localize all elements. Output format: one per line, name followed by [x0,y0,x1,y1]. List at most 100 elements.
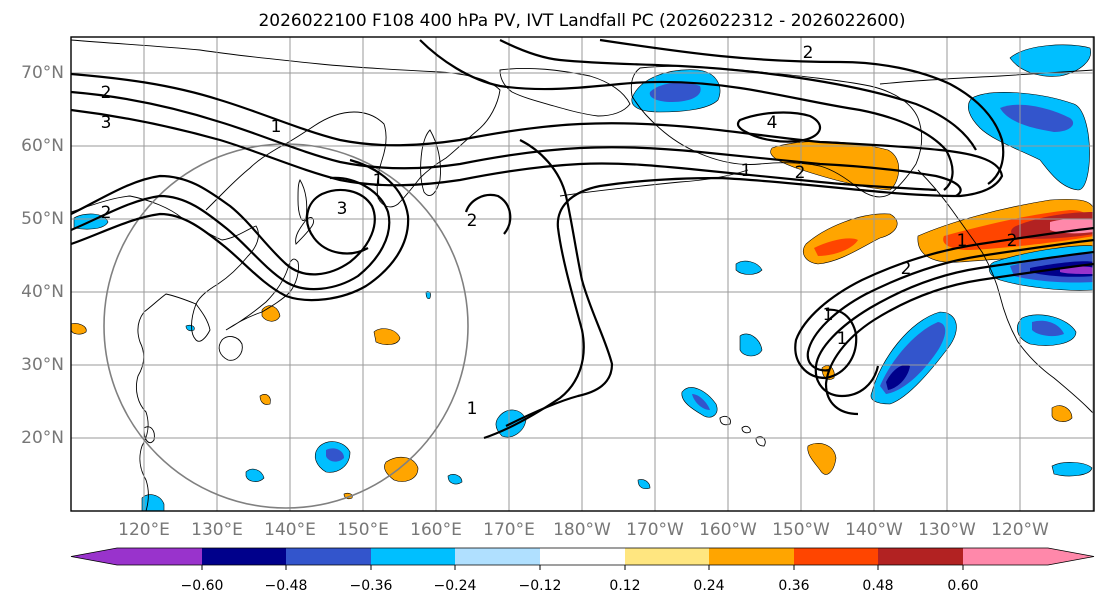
shade-blob [1060,266,1094,274]
coastline-hawaii [719,415,766,447]
contour-label: 3 [337,199,348,219]
shade-blob [1000,104,1074,132]
pv-contour-wave [70,174,376,276]
contour-label: 1 [741,161,752,181]
lon-label: 170°E [483,520,535,540]
figure-title: 2026022100 F108 400 hPa PV, IVT Landfall… [258,11,905,31]
contour-label: 1 [837,329,848,349]
shade-blob [637,479,651,490]
pv-contours [70,38,1095,440]
shade-blob [1032,320,1064,337]
contour-label: 2 [101,203,112,223]
contour-label: 1 [957,231,968,251]
contour-label: 3 [101,113,112,133]
lat-label: 40°N [21,282,64,302]
colorbar-segment [202,548,286,565]
shade-blob [141,494,165,512]
lon-label: 150°E [337,520,389,540]
pv-contour-ne-trough-2 [806,238,1095,372]
pv-contour-north-3 [499,39,977,151]
contour-label: 1 [467,399,478,419]
coastline-north-america [879,69,1095,415]
shade-blob [447,474,463,485]
coastline-kyushu [218,336,243,361]
coastline-kamchatka [420,129,441,196]
shade-blob [1051,405,1073,422]
lon-label: 170°W [626,520,684,540]
pv-contour-alaska-loop [736,111,821,143]
lon-label: 160°E [410,520,462,540]
colorbar-segment [286,548,371,565]
colorbar-segment [540,548,625,565]
pv-contour-ne-trough [794,226,1095,380]
pv-contour-wave-2 [70,176,391,291]
lon-label: 140°E [264,520,316,540]
pv-contour-2 [70,72,1004,440]
contour-label: 2 [803,43,814,63]
shade-blob [735,260,763,275]
coastlines [70,39,1095,512]
colorbar-tick-label: 0.48 [862,578,893,594]
contour-label: 2 [467,211,478,231]
shade-blob [245,468,265,482]
contour-label: 1 [271,117,282,137]
colorbar-segment [709,548,794,565]
shade-blob [373,328,401,345]
contour-label: 2 [1007,231,1018,251]
coastline-alaska [630,65,923,198]
coastline-korea [191,303,211,342]
contour-labels: 2 3 1 1 2 3 2 1 2 4 1 2 2 1 1 1 2 [101,43,1018,419]
colorbar-tick-label: −0.24 [434,578,477,594]
coastline-aleutians [559,169,749,197]
shade-blob [807,443,837,475]
lat-label: 70°N [21,63,64,83]
colorbar: −0.60 −0.48 −0.36 −0.24 −0.12 0.12 0.24 … [70,547,1095,594]
lon-label: 120°W [991,520,1049,540]
lon-label: 120°E [118,520,170,540]
colorbar-outline [70,547,1095,566]
lat-label: 30°N [21,355,64,375]
colorbar-tick-label: −0.48 [265,578,308,594]
lat-label: 50°N [21,209,64,229]
contour-label: 2 [795,163,806,183]
shade-blob [384,456,419,482]
shade-blob [1051,462,1093,477]
shade-blob [692,394,710,410]
lon-label: 180°W [553,520,611,540]
shade-blob [649,82,701,102]
shade-blob [425,290,431,300]
colorbar-ticks [201,565,964,570]
contour-label: 1 [373,171,384,191]
pv-contour-ne-trough-3 [814,250,1095,398]
colorbar-tick-label: 0.12 [609,578,640,594]
colorbar-segment [71,548,202,565]
longitude-labels: 120°E 130°E 140°E 150°E 160°E 170°E 180°… [118,520,1049,540]
lon-label: 130°W [918,520,976,540]
pv-contour-wave-3 [70,158,410,302]
pv-contour-ne-trough-4 [824,262,1095,416]
colorbar-segment [794,548,878,565]
coastline-sakhalin [297,179,308,221]
colorbar-tick-label: −0.12 [519,578,562,594]
lon-label: 150°W [772,520,830,540]
latitude-labels: 70°N 60°N 50°N 40°N 30°N 20°N [21,63,64,448]
pv-contour-3 [70,90,962,197]
colorbar-labels: −0.60 −0.48 −0.36 −0.24 −0.12 0.12 0.24 … [181,578,979,594]
shade-blob [70,323,87,335]
colorbar-segment [455,548,540,565]
pv-contour-1 [70,108,937,192]
shade-blob [814,238,858,256]
shade-blob [259,394,271,405]
coastline-chukotka [499,67,631,117]
contour-label: 4 [767,113,778,133]
lon-label: 160°W [699,520,757,540]
colorbar-segment [878,548,963,565]
contour-label: 2 [901,259,912,279]
coastline-russia-far-east [70,39,501,211]
colorbar-tick-label: −0.60 [181,578,224,594]
pv-contour-north [599,38,1005,185]
contour-label: 2 [101,83,112,103]
colorbar-tick-label: 0.36 [778,578,809,594]
shade-blob [886,364,910,390]
